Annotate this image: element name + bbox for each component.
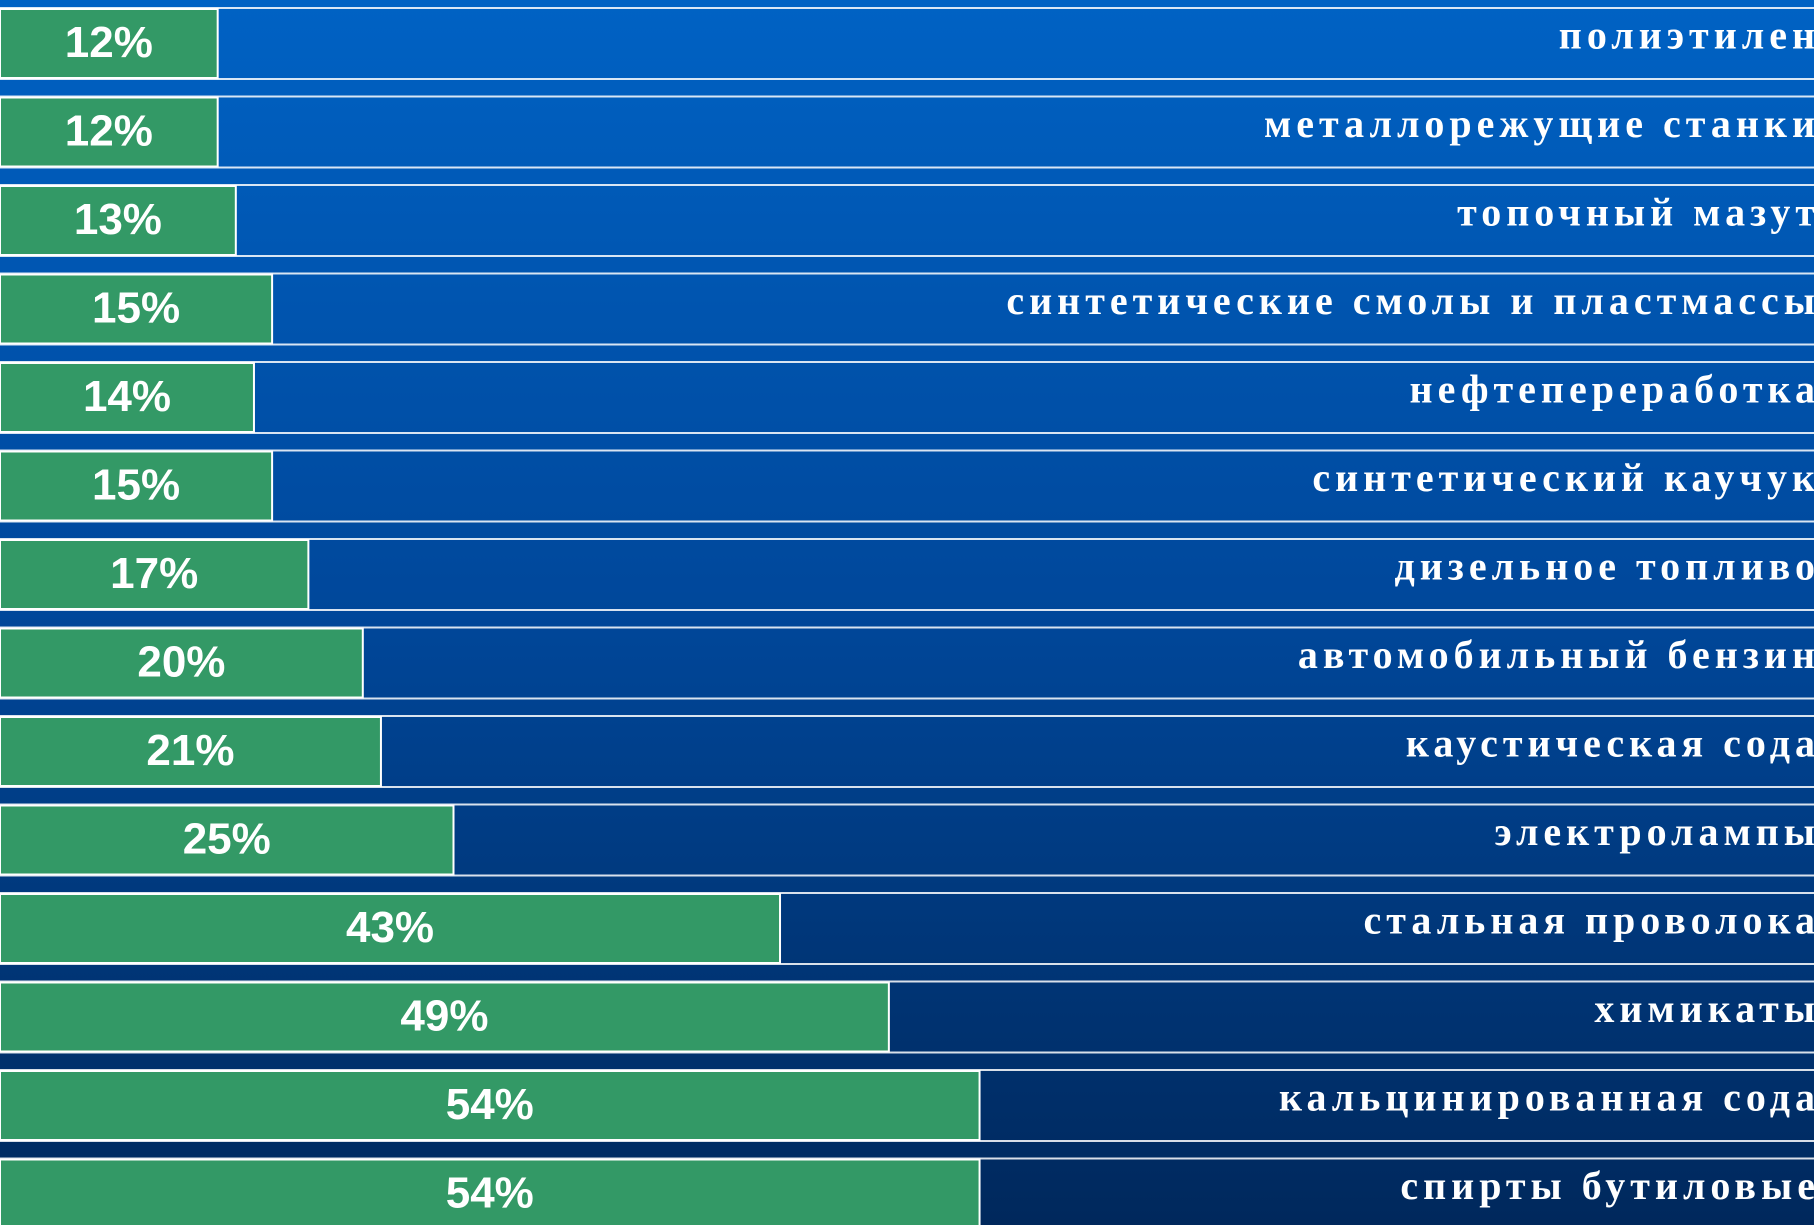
value-label: 14% xyxy=(83,372,171,421)
bar xyxy=(0,1158,981,1225)
bar xyxy=(0,185,237,256)
category-label: химикаты xyxy=(1594,986,1814,1031)
bar xyxy=(0,539,310,610)
category-label: автомобильный бензин xyxy=(1298,632,1814,677)
category-label: полиэтилен xyxy=(1559,13,1814,58)
value-label: 49% xyxy=(400,992,488,1041)
value-label: 21% xyxy=(146,726,234,775)
row-band xyxy=(0,538,1814,611)
category-label: синтетический каучук xyxy=(1312,455,1814,500)
value-label: 12% xyxy=(65,18,153,67)
value-label: 15% xyxy=(92,284,180,333)
row-band xyxy=(0,892,1814,965)
value-label: 15% xyxy=(92,461,180,510)
bar xyxy=(0,8,219,79)
value-label: 20% xyxy=(137,638,225,687)
bar xyxy=(0,362,255,433)
bar xyxy=(0,450,274,522)
value-label: 13% xyxy=(74,195,162,244)
rows: 12% полиэтилен 12% металлорежущие станки 13%… xyxy=(0,7,1814,1225)
category-label: каустическая сода xyxy=(1406,721,1814,766)
row-band xyxy=(0,95,1814,169)
row-band xyxy=(0,803,1814,877)
bar xyxy=(0,716,382,787)
category-label: дизельное топливо xyxy=(1395,544,1814,589)
category-label: электролампы xyxy=(1494,809,1814,854)
bar xyxy=(0,981,890,1053)
row-band xyxy=(0,626,1814,700)
category-label: синтетические смолы и пластмассы xyxy=(1006,278,1814,323)
bar xyxy=(0,627,364,699)
value-label: 54% xyxy=(446,1169,534,1218)
bar xyxy=(0,96,219,168)
value-label: 25% xyxy=(183,815,271,864)
value-label: 43% xyxy=(346,903,434,952)
bar xyxy=(0,273,274,345)
value-label: 17% xyxy=(110,549,198,598)
bar xyxy=(0,1070,981,1141)
row-band xyxy=(0,184,1814,257)
row-band xyxy=(0,980,1814,1054)
category-label: нефтепереработка xyxy=(1410,367,1814,412)
row-band xyxy=(0,449,1814,523)
bar xyxy=(0,804,455,876)
row-band xyxy=(0,361,1814,434)
bar xyxy=(0,893,782,964)
category-label: стальная проволока xyxy=(1363,898,1814,943)
value-label: 54% xyxy=(446,1080,534,1129)
category-label: металлорежущие станки xyxy=(1264,101,1814,146)
row-band xyxy=(0,715,1814,788)
category-label: кальцинированная сода xyxy=(1279,1075,1814,1120)
row-band xyxy=(0,272,1814,346)
category-label: топочный мазут xyxy=(1457,190,1814,235)
row-band xyxy=(0,7,1814,80)
value-label: 12% xyxy=(65,107,153,156)
category-label: спирты бутиловые xyxy=(1400,1163,1814,1208)
